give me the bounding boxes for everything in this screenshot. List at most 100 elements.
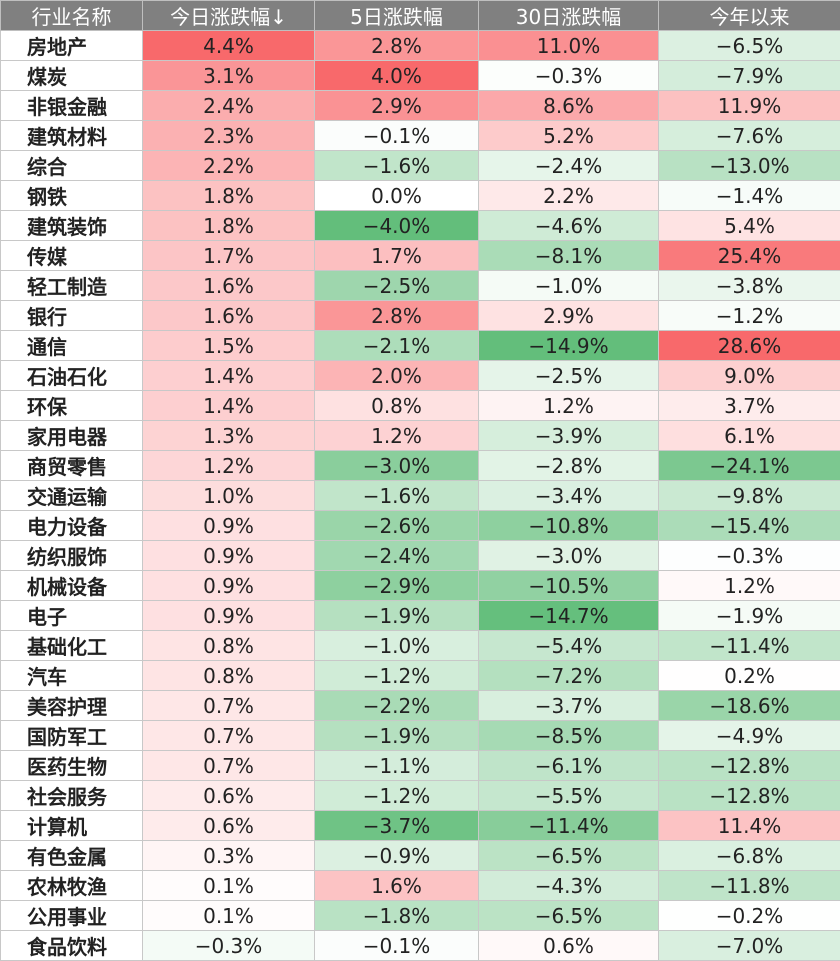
- daily-change-cell: 2.4%: [143, 91, 315, 121]
- 30day-change-cell: 0.6%: [479, 931, 659, 961]
- 5day-change-cell: 0.8%: [315, 391, 479, 421]
- 30day-change-cell: −6.5%: [479, 901, 659, 931]
- industry-name-cell: 交通运输: [1, 481, 143, 511]
- daily-change-cell: 4.4%: [143, 31, 315, 61]
- 5day-change-cell: −3.7%: [315, 811, 479, 841]
- 5day-change-cell: 2.8%: [315, 301, 479, 331]
- 5day-change-cell: −1.6%: [315, 481, 479, 511]
- daily-change-cell: 3.1%: [143, 61, 315, 91]
- daily-change-cell: 0.1%: [143, 871, 315, 901]
- 5day-change-cell: −1.0%: [315, 631, 479, 661]
- 30day-change-cell: 5.2%: [479, 121, 659, 151]
- 30day-change-cell: −14.7%: [479, 601, 659, 631]
- ytd-change-cell: 6.1%: [659, 421, 840, 451]
- ytd-change-cell: 9.0%: [659, 361, 840, 391]
- industry-name-cell: 电子: [1, 601, 143, 631]
- daily-change-cell: 1.4%: [143, 391, 315, 421]
- 30day-change-cell: −6.5%: [479, 841, 659, 871]
- ytd-change-cell: 0.2%: [659, 661, 840, 691]
- industry-name-cell: 建筑装饰: [1, 211, 143, 241]
- ytd-change-cell: −12.8%: [659, 751, 840, 781]
- 5day-change-cell: −2.9%: [315, 571, 479, 601]
- header-industry-name[interactable]: 行业名称: [1, 1, 143, 31]
- industry-name-cell: 纺织服饰: [1, 541, 143, 571]
- ytd-change-cell: −1.9%: [659, 601, 840, 631]
- industry-name-cell: 公用事业: [1, 901, 143, 931]
- 5day-change-cell: 0.0%: [315, 181, 479, 211]
- ytd-change-cell: −11.4%: [659, 631, 840, 661]
- 5day-change-cell: −1.9%: [315, 601, 479, 631]
- ytd-change-cell: −18.6%: [659, 691, 840, 721]
- 30day-change-cell: −3.7%: [479, 691, 659, 721]
- daily-change-cell: 0.8%: [143, 661, 315, 691]
- daily-change-cell: 1.4%: [143, 361, 315, 391]
- ytd-change-cell: −15.4%: [659, 511, 840, 541]
- industry-name-cell: 环保: [1, 391, 143, 421]
- ytd-change-cell: −9.8%: [659, 481, 840, 511]
- header-row: 行业名称 今日涨跌幅↓ 5日涨跌幅 30日涨跌幅 今年以来: [1, 1, 840, 31]
- industry-name-cell: 计算机: [1, 811, 143, 841]
- industry-name-cell: 非银金融: [1, 91, 143, 121]
- 30day-change-cell: −3.4%: [479, 481, 659, 511]
- daily-change-cell: 1.0%: [143, 481, 315, 511]
- 30day-change-cell: −3.9%: [479, 421, 659, 451]
- industry-name-cell: 医药生物: [1, 751, 143, 781]
- table-row: 食品饮料−0.3%−0.1%0.6%−7.0%: [1, 931, 840, 961]
- 30day-change-cell: −8.1%: [479, 241, 659, 271]
- 30day-change-cell: −10.8%: [479, 511, 659, 541]
- 5day-change-cell: −4.0%: [315, 211, 479, 241]
- daily-change-cell: 1.6%: [143, 301, 315, 331]
- ytd-change-cell: −13.0%: [659, 151, 840, 181]
- ytd-change-cell: 11.4%: [659, 811, 840, 841]
- industry-name-cell: 建筑材料: [1, 121, 143, 151]
- daily-change-cell: 0.7%: [143, 751, 315, 781]
- 30day-change-cell: −14.9%: [479, 331, 659, 361]
- 30day-change-cell: −0.3%: [479, 61, 659, 91]
- ytd-change-cell: −6.5%: [659, 31, 840, 61]
- industry-name-cell: 农林牧渔: [1, 871, 143, 901]
- daily-change-cell: 0.9%: [143, 541, 315, 571]
- industry-name-cell: 美容护理: [1, 691, 143, 721]
- daily-change-cell: 0.1%: [143, 901, 315, 931]
- ytd-change-cell: 1.2%: [659, 571, 840, 601]
- header-daily-change[interactable]: 今日涨跌幅↓: [143, 1, 315, 31]
- 5day-change-cell: −2.5%: [315, 271, 479, 301]
- daily-change-cell: 1.5%: [143, 331, 315, 361]
- ytd-change-cell: −7.6%: [659, 121, 840, 151]
- industry-name-cell: 传媒: [1, 241, 143, 271]
- 30day-change-cell: −5.5%: [479, 781, 659, 811]
- header-30day-change[interactable]: 30日涨跌幅: [479, 1, 659, 31]
- ytd-change-cell: −7.0%: [659, 931, 840, 961]
- ytd-change-cell: −1.2%: [659, 301, 840, 331]
- industry-name-cell: 电力设备: [1, 511, 143, 541]
- 30day-change-cell: −10.5%: [479, 571, 659, 601]
- 5day-change-cell: −1.9%: [315, 721, 479, 751]
- daily-change-cell: 0.3%: [143, 841, 315, 871]
- header-ytd-change[interactable]: 今年以来: [659, 1, 840, 31]
- header-5day-change[interactable]: 5日涨跌幅: [315, 1, 479, 31]
- industry-name-cell: 基础化工: [1, 631, 143, 661]
- 5day-change-cell: −1.2%: [315, 661, 479, 691]
- ytd-change-cell: 28.6%: [659, 331, 840, 361]
- daily-change-cell: −0.3%: [143, 931, 315, 961]
- daily-change-cell: 2.2%: [143, 151, 315, 181]
- 30day-change-cell: −2.4%: [479, 151, 659, 181]
- daily-change-cell: 1.6%: [143, 271, 315, 301]
- 5day-change-cell: −0.1%: [315, 931, 479, 961]
- daily-change-cell: 2.3%: [143, 121, 315, 151]
